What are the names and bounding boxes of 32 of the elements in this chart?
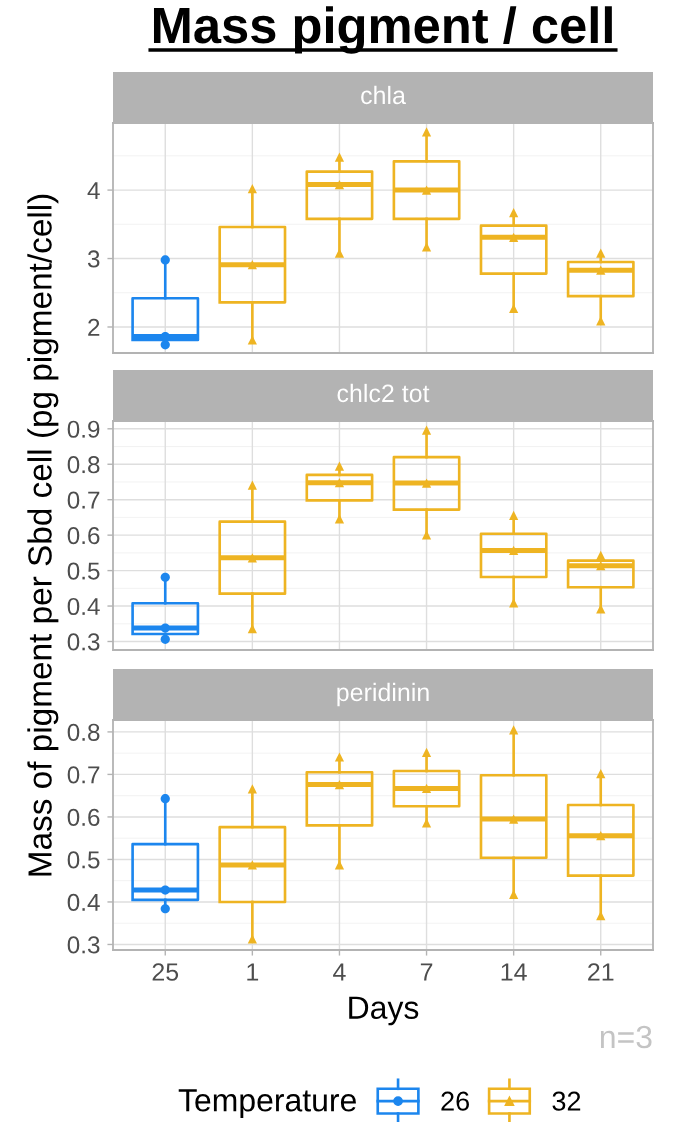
y-tick-label: 0.4 xyxy=(67,893,100,912)
chart-title: Mass pigment / cell xyxy=(153,6,612,54)
x-tick-label: 4 xyxy=(333,963,346,981)
y-tick-label: 0.6 xyxy=(67,526,100,545)
y-tick-label: 0.4 xyxy=(67,597,100,616)
y-tick-label: 0.5 xyxy=(67,851,100,869)
y-tick-label: 4 xyxy=(87,182,100,199)
y-tick-label: 0.3 xyxy=(67,633,100,651)
legend-label: 26 xyxy=(441,1091,469,1111)
y-tick-label: 0.8 xyxy=(67,456,100,474)
x-tick-label: 1 xyxy=(247,963,259,981)
y-tick-label: 2 xyxy=(88,318,100,336)
x-tick-label: 21 xyxy=(588,963,614,981)
x-tick-label: 7 xyxy=(420,963,433,981)
y-tick-label: 0.9 xyxy=(67,420,100,438)
x-axis-title: Days xyxy=(349,996,419,1026)
y-tick-label: 0.3 xyxy=(67,936,100,954)
y-tick-label: 0.7 xyxy=(67,491,100,509)
y-tick-label: 0.7 xyxy=(67,766,100,784)
chart-subtitle: chla xyxy=(361,85,406,105)
chart-subtitle: peridinin xyxy=(337,682,429,707)
y-axis-title: Mass of pigment per Sbd cell (pg pigment/cell) xyxy=(27,194,59,876)
chart-subtitle: chlc2 tot xyxy=(337,383,430,403)
y-tick-label: 0.6 xyxy=(67,808,100,826)
text: n=3 xyxy=(600,1025,652,1049)
y-tick-label: 0.5 xyxy=(67,562,100,580)
legend-label: 32 xyxy=(552,1091,581,1111)
legend-title: Temperature xyxy=(178,1089,356,1118)
x-tick-label: 14 xyxy=(501,963,527,981)
y-tick-label: 0.8 xyxy=(67,723,100,741)
y-tick-label: 3 xyxy=(87,250,100,268)
x-tick-label: 25 xyxy=(152,963,179,981)
